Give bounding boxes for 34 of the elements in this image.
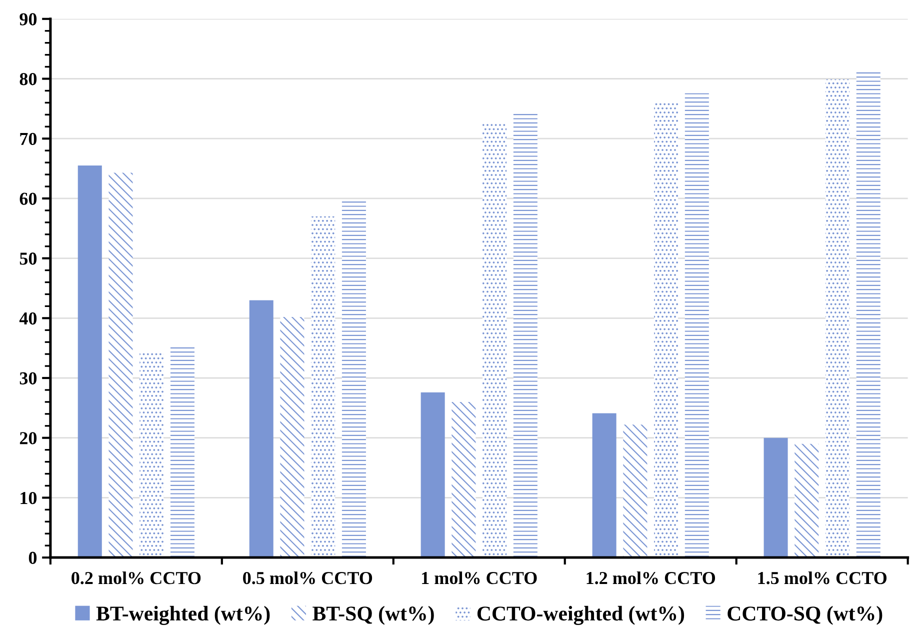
bar xyxy=(856,72,880,558)
bar xyxy=(342,200,366,558)
y-tick-label: 40 xyxy=(19,312,37,325)
bar xyxy=(764,438,788,558)
bar xyxy=(592,413,616,558)
y-tick-label: 30 xyxy=(20,372,37,384)
bar xyxy=(513,113,538,558)
x-tick-label: 1.2 mol% CCTO xyxy=(586,571,716,584)
legend-label: CCTO-SQ (wt%) xyxy=(728,606,882,625)
y-tick-label: 10 xyxy=(20,492,37,504)
legend-label: BT-SQ (wt%) xyxy=(312,606,434,625)
bar xyxy=(249,300,274,558)
y-tick-label: 80 xyxy=(20,73,37,86)
y-tick-label: 90 xyxy=(20,13,37,26)
x-tick-label: 1 mol% CCTO xyxy=(422,571,537,584)
bar xyxy=(280,316,304,558)
bar xyxy=(420,392,445,558)
bar xyxy=(794,444,819,558)
y-tick-label: 60 xyxy=(20,192,37,205)
legend-label: BT-weighted (wt%) xyxy=(96,606,270,625)
bar xyxy=(623,424,648,558)
x-tick-label: 0.2 mol% CCTO xyxy=(72,571,201,584)
x-tick-label: 0.5 mol% CCTO xyxy=(243,571,372,584)
x-tick-label: 1.5 mol% CCTO xyxy=(758,571,887,584)
y-tick-label: 70 xyxy=(20,132,37,146)
bar xyxy=(78,166,102,558)
y-tick-label: 0 xyxy=(28,552,37,564)
bar xyxy=(108,172,133,558)
legend-label: CCTO-weighted (wt%) xyxy=(477,606,684,625)
y-tick-label: 20 xyxy=(20,432,37,444)
bar xyxy=(452,402,476,558)
bar xyxy=(170,345,194,558)
y-tick-label: 50 xyxy=(20,252,37,265)
bar xyxy=(684,93,709,558)
